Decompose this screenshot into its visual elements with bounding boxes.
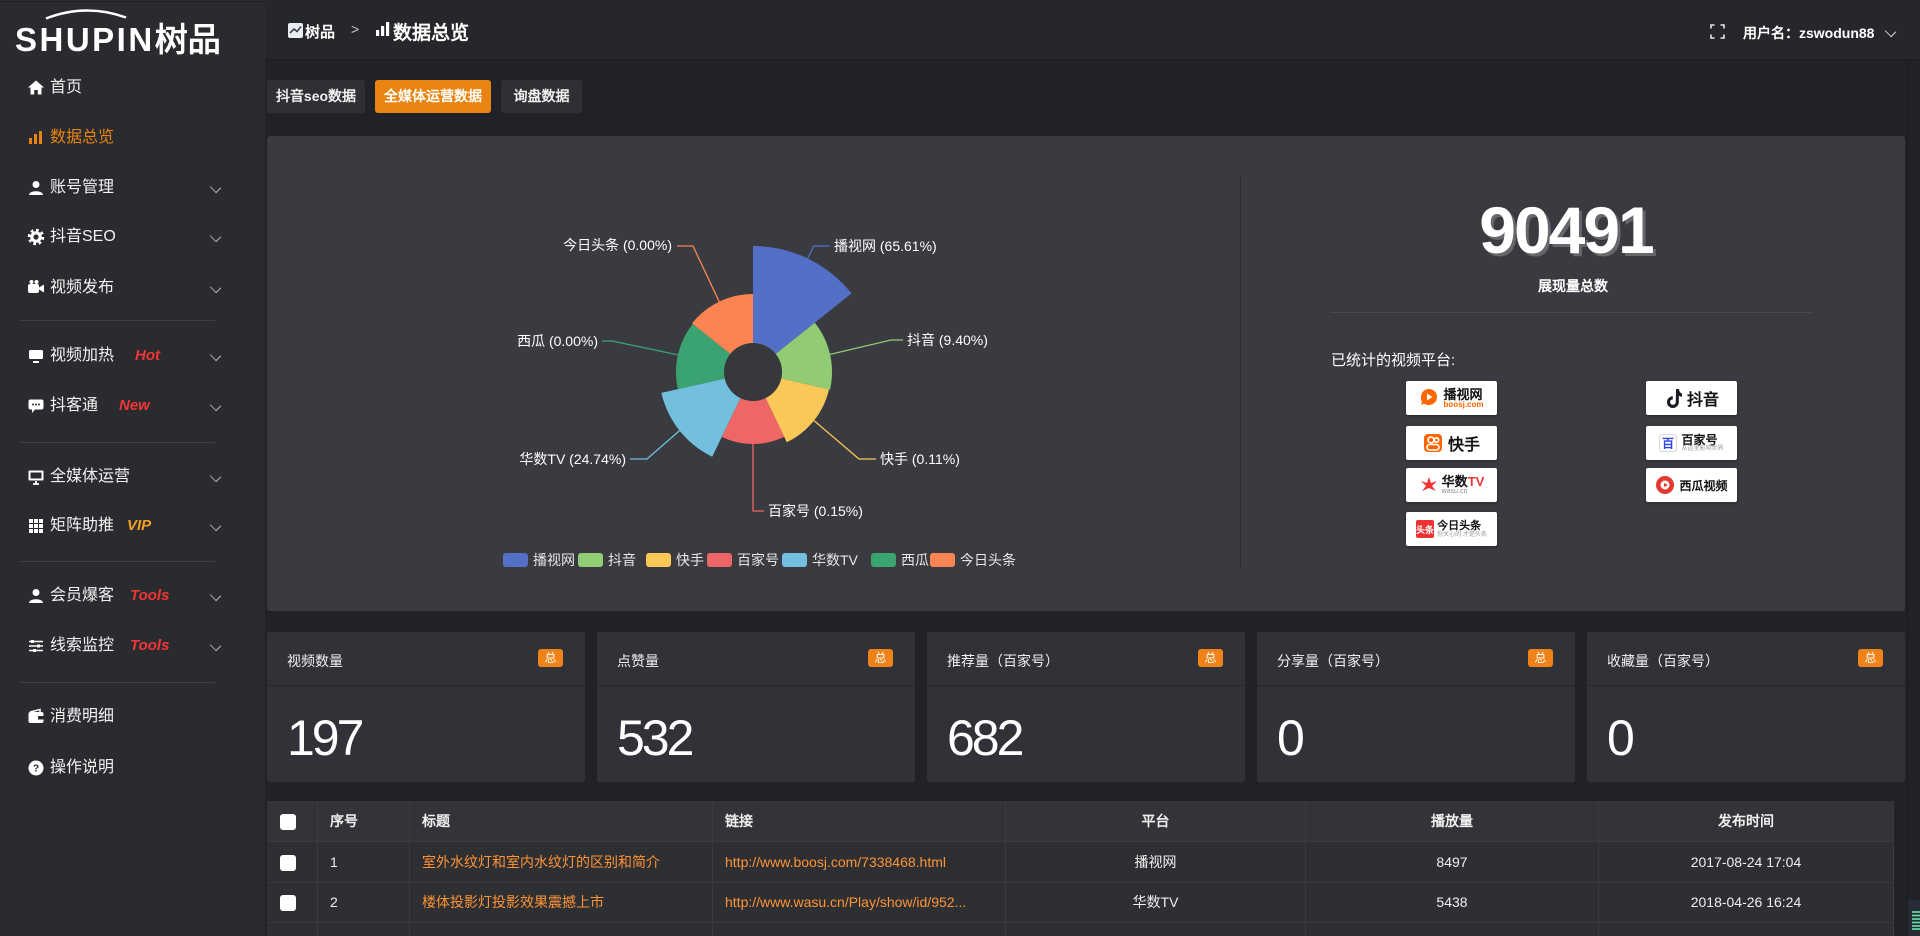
svg-text:华数TV (24.74%): 华数TV (24.74%)	[519, 451, 626, 467]
svg-text:华数TV: 华数TV	[812, 552, 859, 568]
svg-text:抖音: 抖音	[608, 552, 636, 568]
svg-text:?: ?	[33, 764, 39, 775]
svg-text:播视网: 播视网	[533, 552, 575, 568]
svg-text:播视网 (65.61%): 播视网 (65.61%)	[834, 238, 937, 254]
svg-text:快手: 快手	[676, 552, 704, 568]
svg-text:西瓜 (0.00%): 西瓜 (0.00%)	[517, 333, 598, 349]
svg-text:西瓜: 西瓜	[901, 552, 929, 568]
svg-text:快手 (0.11%): 快手 (0.11%)	[880, 451, 960, 467]
svg-text:今日头条 (0.00%): 今日头条 (0.00%)	[563, 237, 672, 253]
svg-text:百家号: 百家号	[737, 552, 779, 568]
svg-text:抖音 (9.40%): 抖音 (9.40%)	[907, 332, 988, 348]
svg-text:百家号 (0.15%): 百家号 (0.15%)	[768, 503, 863, 519]
svg-text:今日头条: 今日头条	[960, 552, 1016, 568]
svg-text:头条: 头条	[1416, 524, 1434, 535]
svg-text:百: 百	[1662, 437, 1674, 451]
